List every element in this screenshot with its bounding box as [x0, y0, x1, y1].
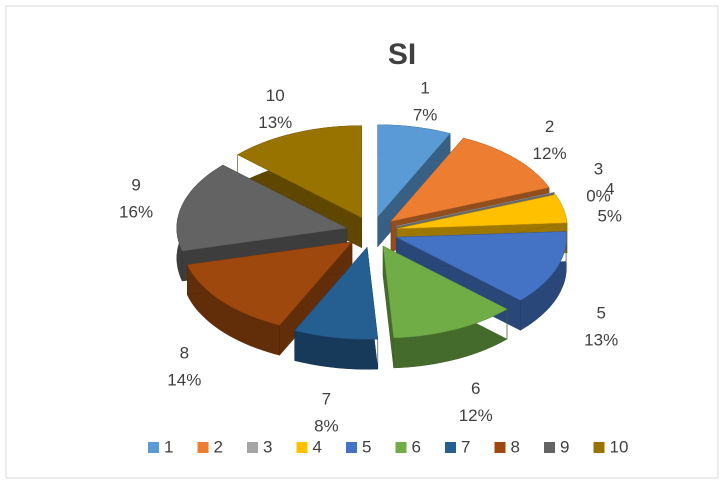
- legend-label: 6: [412, 437, 421, 456]
- legend-swatch: [544, 442, 555, 453]
- data-label-category: 7: [322, 389, 331, 408]
- slice: [396, 192, 555, 227]
- legend-label: 9: [560, 437, 569, 456]
- data-label: 14%: [167, 370, 201, 389]
- data-label-category: 4: [605, 179, 614, 198]
- slice: [397, 194, 568, 229]
- legend-label: 2: [214, 437, 223, 456]
- slice: [396, 231, 567, 301]
- legend-label: 7: [461, 437, 470, 456]
- slice: [390, 137, 550, 222]
- slices: [176, 124, 568, 340]
- data-label-category: 9: [131, 175, 140, 194]
- legend-swatch: [197, 442, 209, 453]
- chart-frame: [5, 5, 719, 479]
- legend-label: 4: [313, 437, 322, 456]
- data-label-category: 3: [594, 159, 603, 178]
- legend-label: 5: [362, 437, 371, 456]
- legend-swatch: [395, 442, 407, 453]
- data-label: 0%: [586, 186, 611, 205]
- legend-swatch: [593, 442, 605, 453]
- data-label-category: 1: [420, 78, 429, 97]
- data-label-category: 2: [545, 117, 554, 136]
- legend-swatch: [494, 442, 506, 453]
- data-label-category: 8: [180, 343, 189, 362]
- data-label: 13%: [258, 113, 292, 132]
- slice: [176, 164, 348, 252]
- legend-swatch: [247, 442, 258, 453]
- data-label: 5%: [597, 206, 622, 225]
- legend-label: 3: [263, 437, 272, 456]
- data-label-category: 5: [596, 304, 605, 323]
- slice: [377, 124, 451, 218]
- legend-swatch: [346, 442, 357, 453]
- slice: [186, 241, 353, 326]
- data-label-category: 6: [471, 379, 480, 398]
- legend-swatch: [148, 442, 159, 453]
- slice: [294, 246, 379, 340]
- data-label: 12%: [533, 144, 567, 163]
- legend-swatch: [445, 442, 456, 453]
- data-label: 12%: [459, 406, 493, 425]
- legend-label: 10: [610, 437, 629, 456]
- slice: [237, 125, 362, 219]
- data-label: 8%: [314, 416, 339, 435]
- legend-label: 1: [164, 437, 173, 456]
- slice: [382, 245, 508, 339]
- data-label: 7%: [413, 105, 438, 124]
- data-label: 13%: [584, 331, 618, 350]
- legend-swatch: [296, 442, 308, 453]
- data-label: 16%: [119, 202, 153, 221]
- chart-title: SI: [388, 38, 416, 71]
- legend-label: 8: [511, 437, 520, 456]
- data-label-category: 10: [266, 86, 285, 105]
